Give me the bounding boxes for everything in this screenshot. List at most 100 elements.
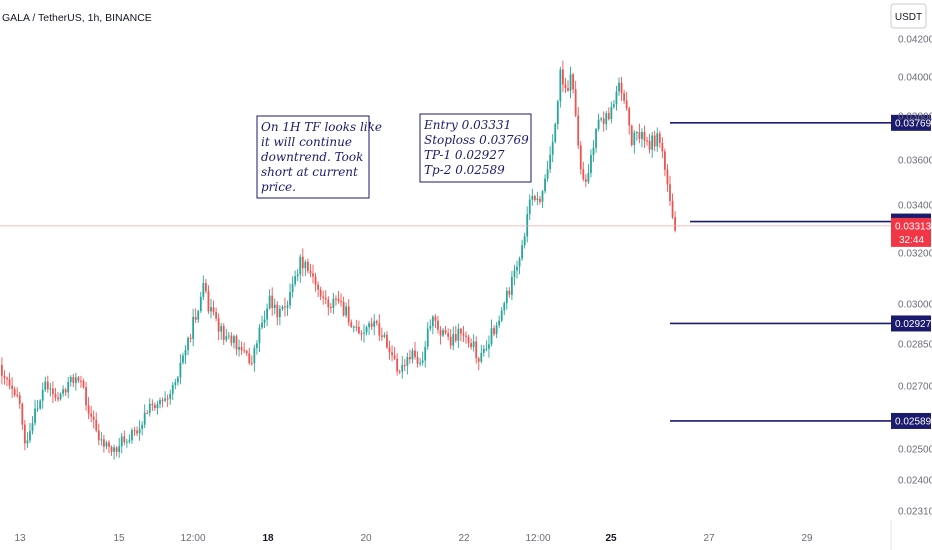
candle-body <box>34 408 36 424</box>
candle-body <box>380 335 383 337</box>
candle-body <box>95 419 98 431</box>
candle-body <box>314 276 317 285</box>
y-tick-label: 0.03600 <box>898 156 932 167</box>
candle-body <box>227 335 230 337</box>
candle-body <box>176 377 179 383</box>
candle-body <box>85 387 87 406</box>
candle-body <box>480 352 483 362</box>
candle-body <box>154 405 156 409</box>
candle-body <box>577 115 580 146</box>
candle-body <box>477 358 480 362</box>
candle-body <box>243 350 246 352</box>
candle-body <box>304 261 307 269</box>
candle-body <box>197 311 200 320</box>
candle-body <box>26 440 29 444</box>
annotation-box[interactable] <box>256 115 370 199</box>
y-tick-label: 0.03000 <box>898 300 932 311</box>
candle-body <box>3 375 6 378</box>
candle-body <box>335 298 337 300</box>
candle-body <box>332 298 335 309</box>
candle-body <box>128 440 131 442</box>
candle-body <box>194 316 197 320</box>
candle-body <box>498 320 501 326</box>
candle-body <box>39 400 42 409</box>
currency-button[interactable] <box>890 3 927 29</box>
candle-body <box>103 439 105 447</box>
candle-body <box>90 413 93 417</box>
candle-body <box>465 335 467 337</box>
candle-body <box>307 261 309 271</box>
x-tick-label: 12:00 <box>525 533 550 544</box>
x-tick-label: 22 <box>458 533 470 544</box>
candle-body <box>643 132 646 141</box>
candle-body <box>253 347 256 364</box>
candle-body <box>635 132 638 134</box>
candle-body <box>164 398 166 401</box>
annotation-line: it will continue <box>261 135 352 149</box>
candle-body <box>57 397 59 400</box>
x-tick-label: 20 <box>360 533 372 544</box>
candles-layer <box>1 60 676 460</box>
candle-body <box>59 393 62 400</box>
candle-body <box>41 389 44 401</box>
candle-body <box>210 307 212 312</box>
candle-body <box>411 350 414 360</box>
candle-body <box>36 408 39 410</box>
candle-body <box>572 74 574 90</box>
candle-body <box>136 430 138 434</box>
candle-body <box>373 321 376 327</box>
candle-body <box>347 306 350 323</box>
y-tick-label: 0.02700 <box>898 382 932 393</box>
candle-body <box>495 325 498 335</box>
y-tick-label: 0.04200 <box>898 35 932 46</box>
y-tick-label: 0.02500 <box>898 445 932 456</box>
candle-body <box>409 357 411 360</box>
candle-body <box>233 336 235 343</box>
candle-body <box>69 376 72 382</box>
candle-body <box>329 307 332 309</box>
candle-body <box>386 334 388 348</box>
candle-body <box>187 337 189 351</box>
candle-body <box>562 69 564 85</box>
x-tick-label: 25 <box>605 533 617 544</box>
candle-body <box>595 128 597 148</box>
candle-body <box>559 69 562 102</box>
last-price-label: 0.03313 <box>895 221 932 232</box>
candle-body <box>470 343 472 348</box>
candle-body <box>6 377 8 380</box>
candle-body <box>587 172 590 182</box>
currency-button-label[interactable]: USDT <box>895 12 922 23</box>
candle-body <box>301 256 304 269</box>
annotation-line: price. <box>261 180 296 194</box>
candle-body <box>368 323 370 328</box>
candle-body <box>615 91 618 105</box>
candle-body <box>500 310 503 321</box>
annotation-box[interactable] <box>419 113 532 183</box>
candle-body <box>125 441 128 443</box>
candle-body <box>220 326 223 332</box>
candle-body <box>16 394 19 396</box>
candle-body <box>424 346 427 361</box>
candle-body <box>437 320 439 330</box>
candle-body <box>148 403 151 413</box>
candle-body <box>669 184 671 201</box>
candle-body <box>406 357 409 366</box>
candle-body <box>584 179 587 182</box>
candle-body <box>161 399 164 401</box>
candle-body <box>490 328 493 345</box>
candle-body <box>131 430 133 441</box>
candle-body <box>539 198 541 202</box>
candle-body <box>291 284 294 292</box>
candle-body <box>289 291 291 306</box>
candle-body <box>549 154 552 170</box>
candle-body <box>309 270 312 274</box>
candle-body <box>365 327 368 333</box>
candle-body <box>87 405 90 414</box>
candle-body <box>646 140 648 142</box>
candle-body <box>516 266 518 271</box>
candle-body <box>383 334 386 337</box>
candle-body <box>240 347 243 351</box>
candle-body <box>350 322 353 327</box>
